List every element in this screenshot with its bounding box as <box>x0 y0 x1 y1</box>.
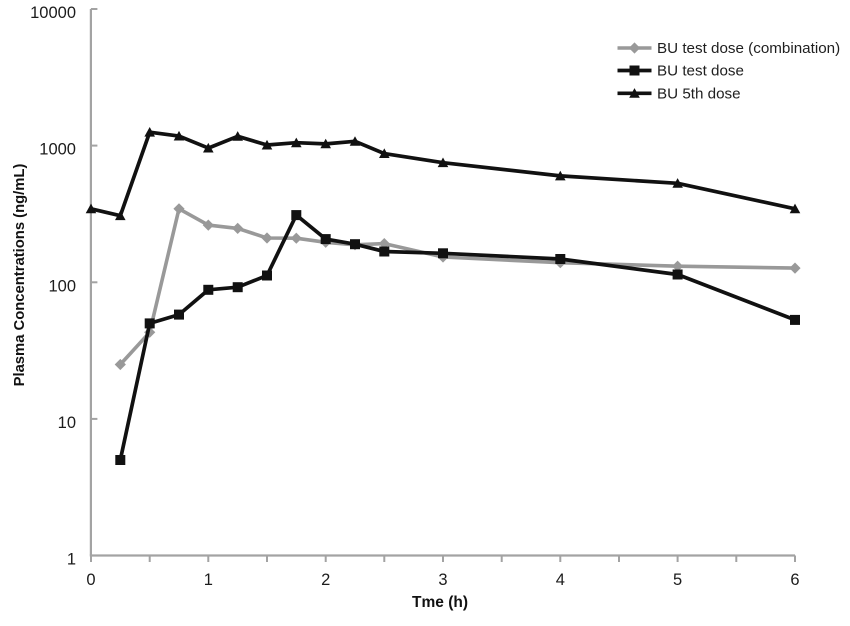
svg-text:0: 0 <box>86 571 95 589</box>
svg-text:BU test dose: BU test dose <box>657 63 744 80</box>
svg-text:1: 1 <box>204 571 213 589</box>
svg-text:5: 5 <box>673 571 682 589</box>
svg-text:4: 4 <box>556 571 565 589</box>
svg-text:Tme (h): Tme (h) <box>412 594 468 611</box>
svg-text:BU 5th dose: BU 5th dose <box>657 86 741 103</box>
svg-text:10: 10 <box>58 414 76 432</box>
svg-text:1: 1 <box>67 551 76 569</box>
svg-text:3: 3 <box>438 571 447 589</box>
svg-text:100: 100 <box>48 277 76 295</box>
svg-text:Plasma Concentrations (ng/mL): Plasma Concentrations (ng/mL) <box>12 164 28 387</box>
svg-text:BU test dose (combination): BU test dose (combination) <box>657 40 840 57</box>
svg-text:2: 2 <box>321 571 330 589</box>
svg-text:6: 6 <box>790 571 799 589</box>
svg-text:10000: 10000 <box>30 4 76 22</box>
svg-text:1000: 1000 <box>39 141 76 159</box>
